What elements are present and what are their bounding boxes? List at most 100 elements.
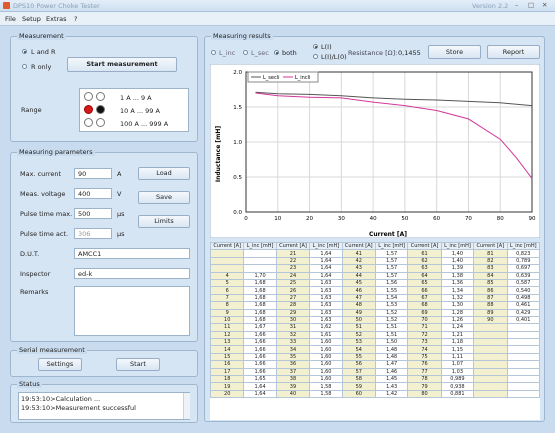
view-l-sec-label: L_sec — [251, 49, 269, 57]
table-cell: 40 — [275, 389, 311, 399]
mode-l-and-r-radio[interactable] — [22, 49, 27, 54]
table-cell: 1,34 — [440, 286, 475, 295]
menu-setup[interactable]: Setup — [22, 15, 41, 23]
view-both-radio[interactable] — [274, 50, 279, 55]
range-label: Range — [21, 106, 42, 114]
results-title: Measuring results — [211, 32, 273, 40]
close-button[interactable]: ✕ — [542, 1, 548, 9]
maximize-button[interactable]: □ — [528, 1, 535, 9]
table-row: 10 1,68 30 1,63 50 1,52 70 1,26 90 0,401 — [210, 315, 540, 325]
table-cell: 1,66 — [243, 352, 277, 362]
table-cell: 1,43 — [374, 382, 409, 391]
range-3-led-left[interactable] — [84, 118, 93, 127]
menu-help[interactable]: ? — [74, 15, 78, 23]
table-row: 5 1,68 25 1,63 45 1,56 65 1,36 85 0,587 — [210, 278, 540, 288]
menu-file[interactable]: File — [5, 15, 16, 23]
dut-input[interactable]: AMCC1 — [74, 248, 190, 259]
status-panel: Status 19:53:10>Calculation ... 19:53:10… — [10, 380, 198, 423]
table-cell — [243, 256, 277, 266]
range-3-led-right[interactable] — [96, 118, 105, 127]
load-button[interactable]: Load — [138, 167, 190, 180]
table-header: Current [A] — [341, 242, 376, 251]
table-cell: 1,63 — [309, 301, 343, 310]
table-cell: 1,07 — [440, 360, 475, 369]
table-cell: 67 — [407, 293, 442, 303]
table-cell: 1,48 — [374, 352, 409, 362]
table-cell: 32 — [275, 330, 311, 340]
serial-panel: Serial measurement Settings Start — [10, 346, 198, 377]
table-cell: 87 — [473, 293, 508, 303]
range-2-led-left[interactable] — [84, 105, 93, 114]
table-cell: 5 — [210, 278, 245, 288]
table-row: 18 1,65 38 1,60 58 1,45 78 0,989 — [210, 375, 540, 384]
table-cell: 1,68 — [243, 315, 277, 325]
remarks-textarea[interactable] — [74, 286, 190, 336]
table-header: Current [A] — [275, 242, 311, 251]
table-cell: 53 — [341, 338, 376, 347]
window-title: DPS10 Power Choke Tester — [13, 2, 100, 10]
x-tick-label: 50 — [401, 216, 408, 222]
range-1-led-right[interactable] — [96, 92, 105, 101]
view-l-inc-radio[interactable] — [211, 50, 216, 55]
table-cell — [473, 375, 508, 384]
minimize-button[interactable]: – — [515, 1, 519, 9]
table-cell: 57 — [341, 367, 376, 377]
table-cell: 1,64 — [309, 256, 343, 266]
resistance-label: Resistance [Ω]: — [348, 49, 398, 57]
range-1-label: 1 A ... 9 A — [120, 94, 152, 102]
table-cell — [210, 264, 245, 273]
remarks-label: Remarks — [20, 288, 49, 296]
inspector-label: Inspector — [20, 270, 51, 278]
table-cell: 1,60 — [309, 352, 343, 362]
status-scrollbar[interactable] — [183, 393, 190, 419]
pulse-max-input[interactable]: 500 — [74, 208, 112, 219]
plot-frame — [245, 71, 533, 213]
range-2-led-right[interactable] — [96, 105, 105, 114]
table-cell: 1,70 — [243, 271, 277, 280]
table-cell: 1,50 — [374, 338, 409, 347]
table-row: 11 1,67 31 1,62 51 1,51 71 1,24 — [210, 323, 540, 332]
results-panel: Measuring results L_inc L_sec both L(I) … — [204, 32, 545, 422]
table-cell: 60 — [341, 389, 376, 399]
table-cell: 83 — [473, 264, 508, 273]
x-tick-label: 40 — [370, 216, 377, 222]
serial-settings-button[interactable]: Settings — [38, 358, 82, 371]
report-button[interactable]: Report — [487, 45, 540, 59]
table-cell: 1,68 — [243, 293, 277, 303]
limits-button[interactable]: Limits — [138, 215, 190, 228]
table-cell: 54 — [341, 345, 376, 354]
save-button[interactable]: Save — [138, 191, 190, 204]
start-measurement-button[interactable]: Start measurement — [67, 57, 177, 72]
table-cell: 1,61 — [309, 330, 343, 340]
x-tick-label: 70 — [465, 216, 472, 222]
table-cell: 1,58 — [309, 382, 343, 391]
table-cell: 1,52 — [374, 308, 409, 317]
table-cell: 79 — [407, 382, 442, 391]
meas-voltage-input[interactable]: 400 — [74, 188, 112, 199]
table-cell — [473, 360, 508, 369]
series-line-L_incli — [255, 92, 533, 179]
table-row: 16 1,66 36 1,60 56 1,47 76 1,07 — [210, 360, 540, 369]
legend-l-inc: L_incli — [295, 75, 310, 81]
store-button[interactable]: Store — [428, 45, 481, 59]
range-1-led-left[interactable] — [84, 92, 93, 101]
table-cell: 1,57 — [374, 256, 409, 266]
type-li-l0-radio[interactable] — [313, 54, 318, 59]
menu-extras[interactable]: Extras — [46, 15, 67, 23]
table-row: 4 1,70 24 1,64 44 1,57 64 1,38 84 0,639 — [210, 271, 540, 280]
table-cell: 1,18 — [440, 338, 475, 347]
table-cell: 1,47 — [374, 360, 409, 369]
table-cell: 11 — [210, 323, 245, 332]
table-header: L_inc [mH] — [243, 242, 277, 251]
type-li-radio[interactable] — [313, 44, 318, 49]
serial-start-button[interactable]: Start — [116, 358, 160, 371]
max-current-input[interactable]: 90 — [74, 168, 112, 179]
mode-r-only-radio[interactable] — [22, 64, 27, 69]
view-l-sec-radio[interactable] — [243, 50, 248, 55]
inspector-input[interactable]: ed-k — [74, 268, 190, 279]
table-cell: 45 — [341, 278, 376, 288]
table-row: 7 1,68 27 1,63 47 1,54 67 1,32 87 0,498 — [210, 293, 540, 303]
dut-label: D.U.T. — [20, 250, 40, 258]
legend-l-sec: L_secli — [263, 75, 280, 81]
results-table-container: Current [A] L_inc [mH] Current [A] L_inc [m… — [210, 242, 540, 420]
